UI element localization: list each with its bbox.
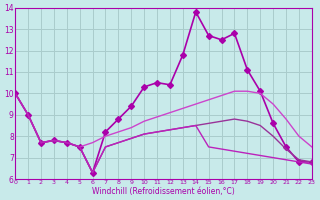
X-axis label: Windchill (Refroidissement éolien,°C): Windchill (Refroidissement éolien,°C) bbox=[92, 187, 235, 196]
